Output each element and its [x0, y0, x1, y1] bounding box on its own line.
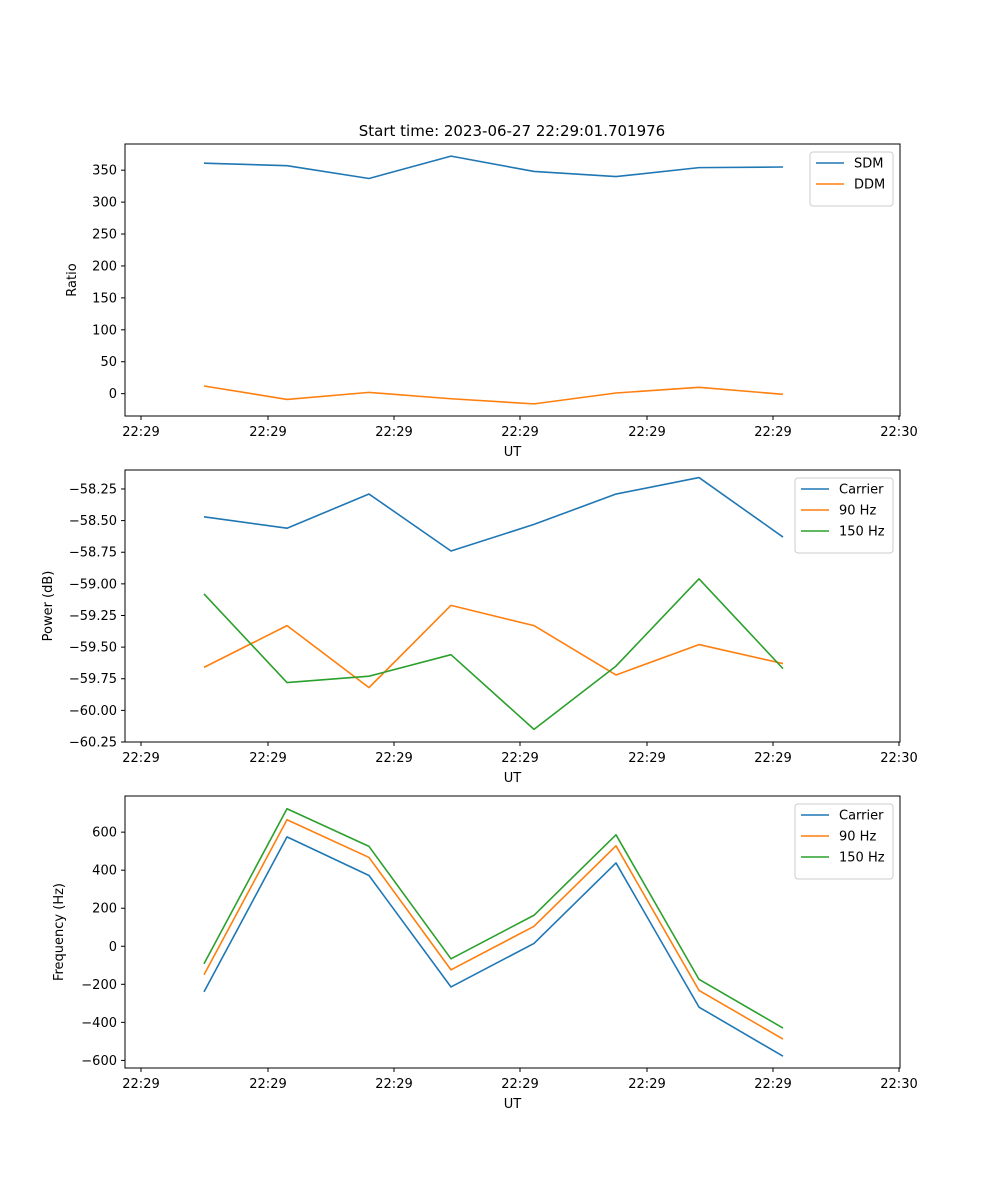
chart-panel-3: 22:29 22:29 22:29 22:29 22:29 22:29 22:30 −600 −… [52, 795, 918, 1112]
x-tick-label: 22:29 [122, 425, 159, 440]
y-tick-label: 400 [92, 864, 117, 879]
axes-frame [124, 469, 901, 743]
series-line-carrier [203, 836, 784, 1057]
legend-label: Carrier [839, 809, 884, 824]
series-line-sdm [203, 155, 784, 180]
x-tick-label: 22:29 [122, 751, 159, 766]
y-tick-label: −59.75 [69, 672, 117, 687]
y-tick-label: 300 [92, 196, 117, 211]
series-line-150-hz [203, 577, 784, 731]
y-tick-label: −58.50 [69, 514, 117, 529]
x-tick-label: 22:29 [501, 751, 538, 766]
y-tick-label: 200 [92, 902, 117, 917]
axes-frame [124, 143, 901, 417]
y-tick-label: −60.25 [69, 736, 117, 751]
y-tick-label: 0 [109, 940, 117, 955]
y-tick-label: 600 [92, 826, 117, 841]
x-tick-label: 22:29 [501, 425, 538, 440]
y-axis-label: Power (dB) [41, 571, 56, 642]
legend: Carrier 90 Hz 150 Hz [794, 803, 894, 880]
x-tick-label: 22:29 [375, 751, 412, 766]
y-tick-label: −200 [81, 978, 117, 993]
x-tick-label: 22:29 [375, 1077, 412, 1092]
y-tick-label: −58.25 [69, 482, 117, 497]
y-tick-label: −59.00 [69, 577, 117, 592]
figure-title: Start time: 2023-06-27 22:29:01.701976 [359, 122, 665, 140]
y-tick-label: 200 [92, 259, 117, 274]
x-tick-label: 22:29 [501, 1077, 538, 1092]
axes-frame [124, 795, 901, 1069]
legend-box [809, 151, 894, 207]
y-tick-label: 100 [92, 323, 117, 338]
x-axis-label: UT [504, 1097, 522, 1112]
y-tick-label: −59.50 [69, 641, 117, 656]
x-tick-label: 22:29 [628, 751, 665, 766]
legend-label: SDM [854, 157, 883, 172]
chart-panel-2: 22:29 22:29 22:29 22:29 22:29 22:29 22:30 −60.2… [41, 469, 918, 786]
y-tick-label: 50 [100, 355, 117, 370]
x-tick-label: 22:29 [754, 751, 791, 766]
legend: Carrier 90 Hz 150 Hz [794, 477, 894, 554]
x-tick-label: 22:29 [754, 425, 791, 440]
x-tick-label: 22:29 [375, 425, 412, 440]
x-tick-label: 22:30 [880, 1077, 917, 1092]
legend-label: 150 Hz [839, 851, 885, 866]
legend-box [794, 803, 894, 880]
series-line-150-hz [203, 807, 784, 1029]
legend-label: 90 Hz [839, 504, 876, 519]
y-axis-label: Ratio [65, 263, 80, 296]
x-tick-label: 22:29 [249, 1077, 286, 1092]
y-tick-label: 250 [92, 228, 117, 243]
series-line-90-hz [203, 818, 784, 1040]
y-tick-label: 150 [92, 291, 117, 306]
y-tick-label: −600 [81, 1054, 117, 1069]
y-tick-label: 0 [109, 387, 117, 402]
x-tick-label: 22:30 [880, 425, 917, 440]
x-axis-label: UT [504, 445, 522, 460]
y-tick-label: −59.25 [69, 609, 117, 624]
series-line-carrier [203, 476, 784, 552]
x-tick-label: 22:29 [754, 1077, 791, 1092]
x-tick-label: 22:29 [249, 751, 286, 766]
panels: 22:29 22:29 22:29 22:29 22:29 22:29 22:30 0 50 10… [41, 143, 918, 1112]
legend-label: 150 Hz [839, 525, 885, 540]
legend-box [794, 477, 894, 554]
y-tick-label: 350 [92, 164, 117, 179]
y-axis-label: Frequency (Hz) [52, 883, 67, 981]
x-tick-label: 22:30 [880, 751, 917, 766]
legend-label: 90 Hz [839, 830, 876, 845]
legend: SDM DDM [809, 151, 894, 207]
legend-label: Carrier [839, 483, 884, 498]
series-line-90-hz [203, 604, 784, 689]
series-line-ddm [203, 385, 784, 405]
x-tick-label: 22:29 [628, 425, 665, 440]
chart-panel-1: 22:29 22:29 22:29 22:29 22:29 22:29 22:30 0 50 10… [65, 143, 918, 460]
x-axis-label: UT [504, 771, 522, 786]
y-tick-label: −58.75 [69, 546, 117, 561]
y-tick-label: −60.00 [69, 704, 117, 719]
x-tick-label: 22:29 [122, 1077, 159, 1092]
x-tick-label: 22:29 [249, 425, 286, 440]
y-tick-label: −400 [81, 1016, 117, 1031]
x-tick-label: 22:29 [628, 1077, 665, 1092]
legend-label: DDM [854, 178, 885, 193]
